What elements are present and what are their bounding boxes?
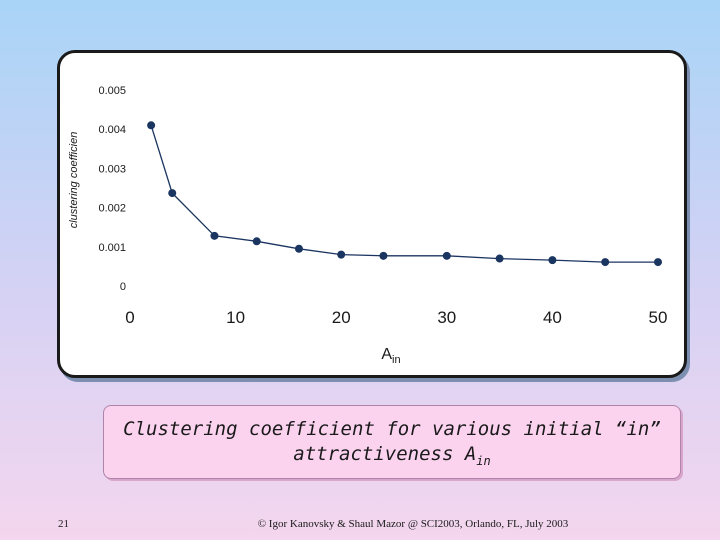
y-tick-label: 0.004 <box>98 124 126 136</box>
x-tick-label: 0 <box>125 308 134 327</box>
chart-panel: 0 0.001 0.002 0.003 0.004 0.005 0 10 20 30 40 50 clu… <box>57 50 687 378</box>
data-point <box>337 250 346 259</box>
data-point <box>442 251 451 260</box>
data-point <box>548 256 557 265</box>
y-axis-label: clustering coefficien <box>68 132 80 229</box>
series-line <box>150 125 658 263</box>
footer-copyright: © Igor Kanovsky & Shaul Mazor @ SCI2003,… <box>257 518 569 530</box>
data-point <box>147 121 156 130</box>
y-tick-label: 0.005 <box>98 85 126 97</box>
data-point <box>495 254 504 263</box>
data-point <box>252 237 261 246</box>
y-tick-label: 0.002 <box>98 203 126 215</box>
y-tick-label: 0.003 <box>98 163 126 175</box>
caption-line-2-subscript: in <box>476 454 491 468</box>
x-axis-label-subscript: in <box>392 354 401 366</box>
data-point <box>601 258 610 267</box>
x-axis-label: Ain <box>381 346 400 366</box>
clustering-coefficient-chart: 0 0.001 0.002 0.003 0.004 0.005 0 10 20 30 40 50 clu… <box>68 85 668 366</box>
slide-number: 21 <box>58 518 69 530</box>
data-point <box>168 189 177 198</box>
caption-line-1: Clustering coefficient for various initi… <box>123 418 661 440</box>
y-tick-label: 0.001 <box>98 242 126 254</box>
data-point <box>654 258 662 267</box>
caption-line-2-main: attractiveness A <box>293 443 477 465</box>
x-axis-label-main: A <box>381 346 392 363</box>
caption-line-2: attractiveness Ain <box>104 442 680 469</box>
x-tick-label: 50 <box>649 308 668 327</box>
x-tick-label: 40 <box>543 308 562 327</box>
x-tick-label: 20 <box>332 308 351 327</box>
data-point <box>294 244 303 253</box>
x-tick-label: 10 <box>226 308 245 327</box>
caption-box: Clustering coefficient for various initi… <box>103 405 681 479</box>
x-tick-label: 30 <box>437 308 456 327</box>
data-point <box>210 231 219 240</box>
data-point <box>379 251 388 260</box>
y-tick-label: 0 <box>120 281 126 293</box>
